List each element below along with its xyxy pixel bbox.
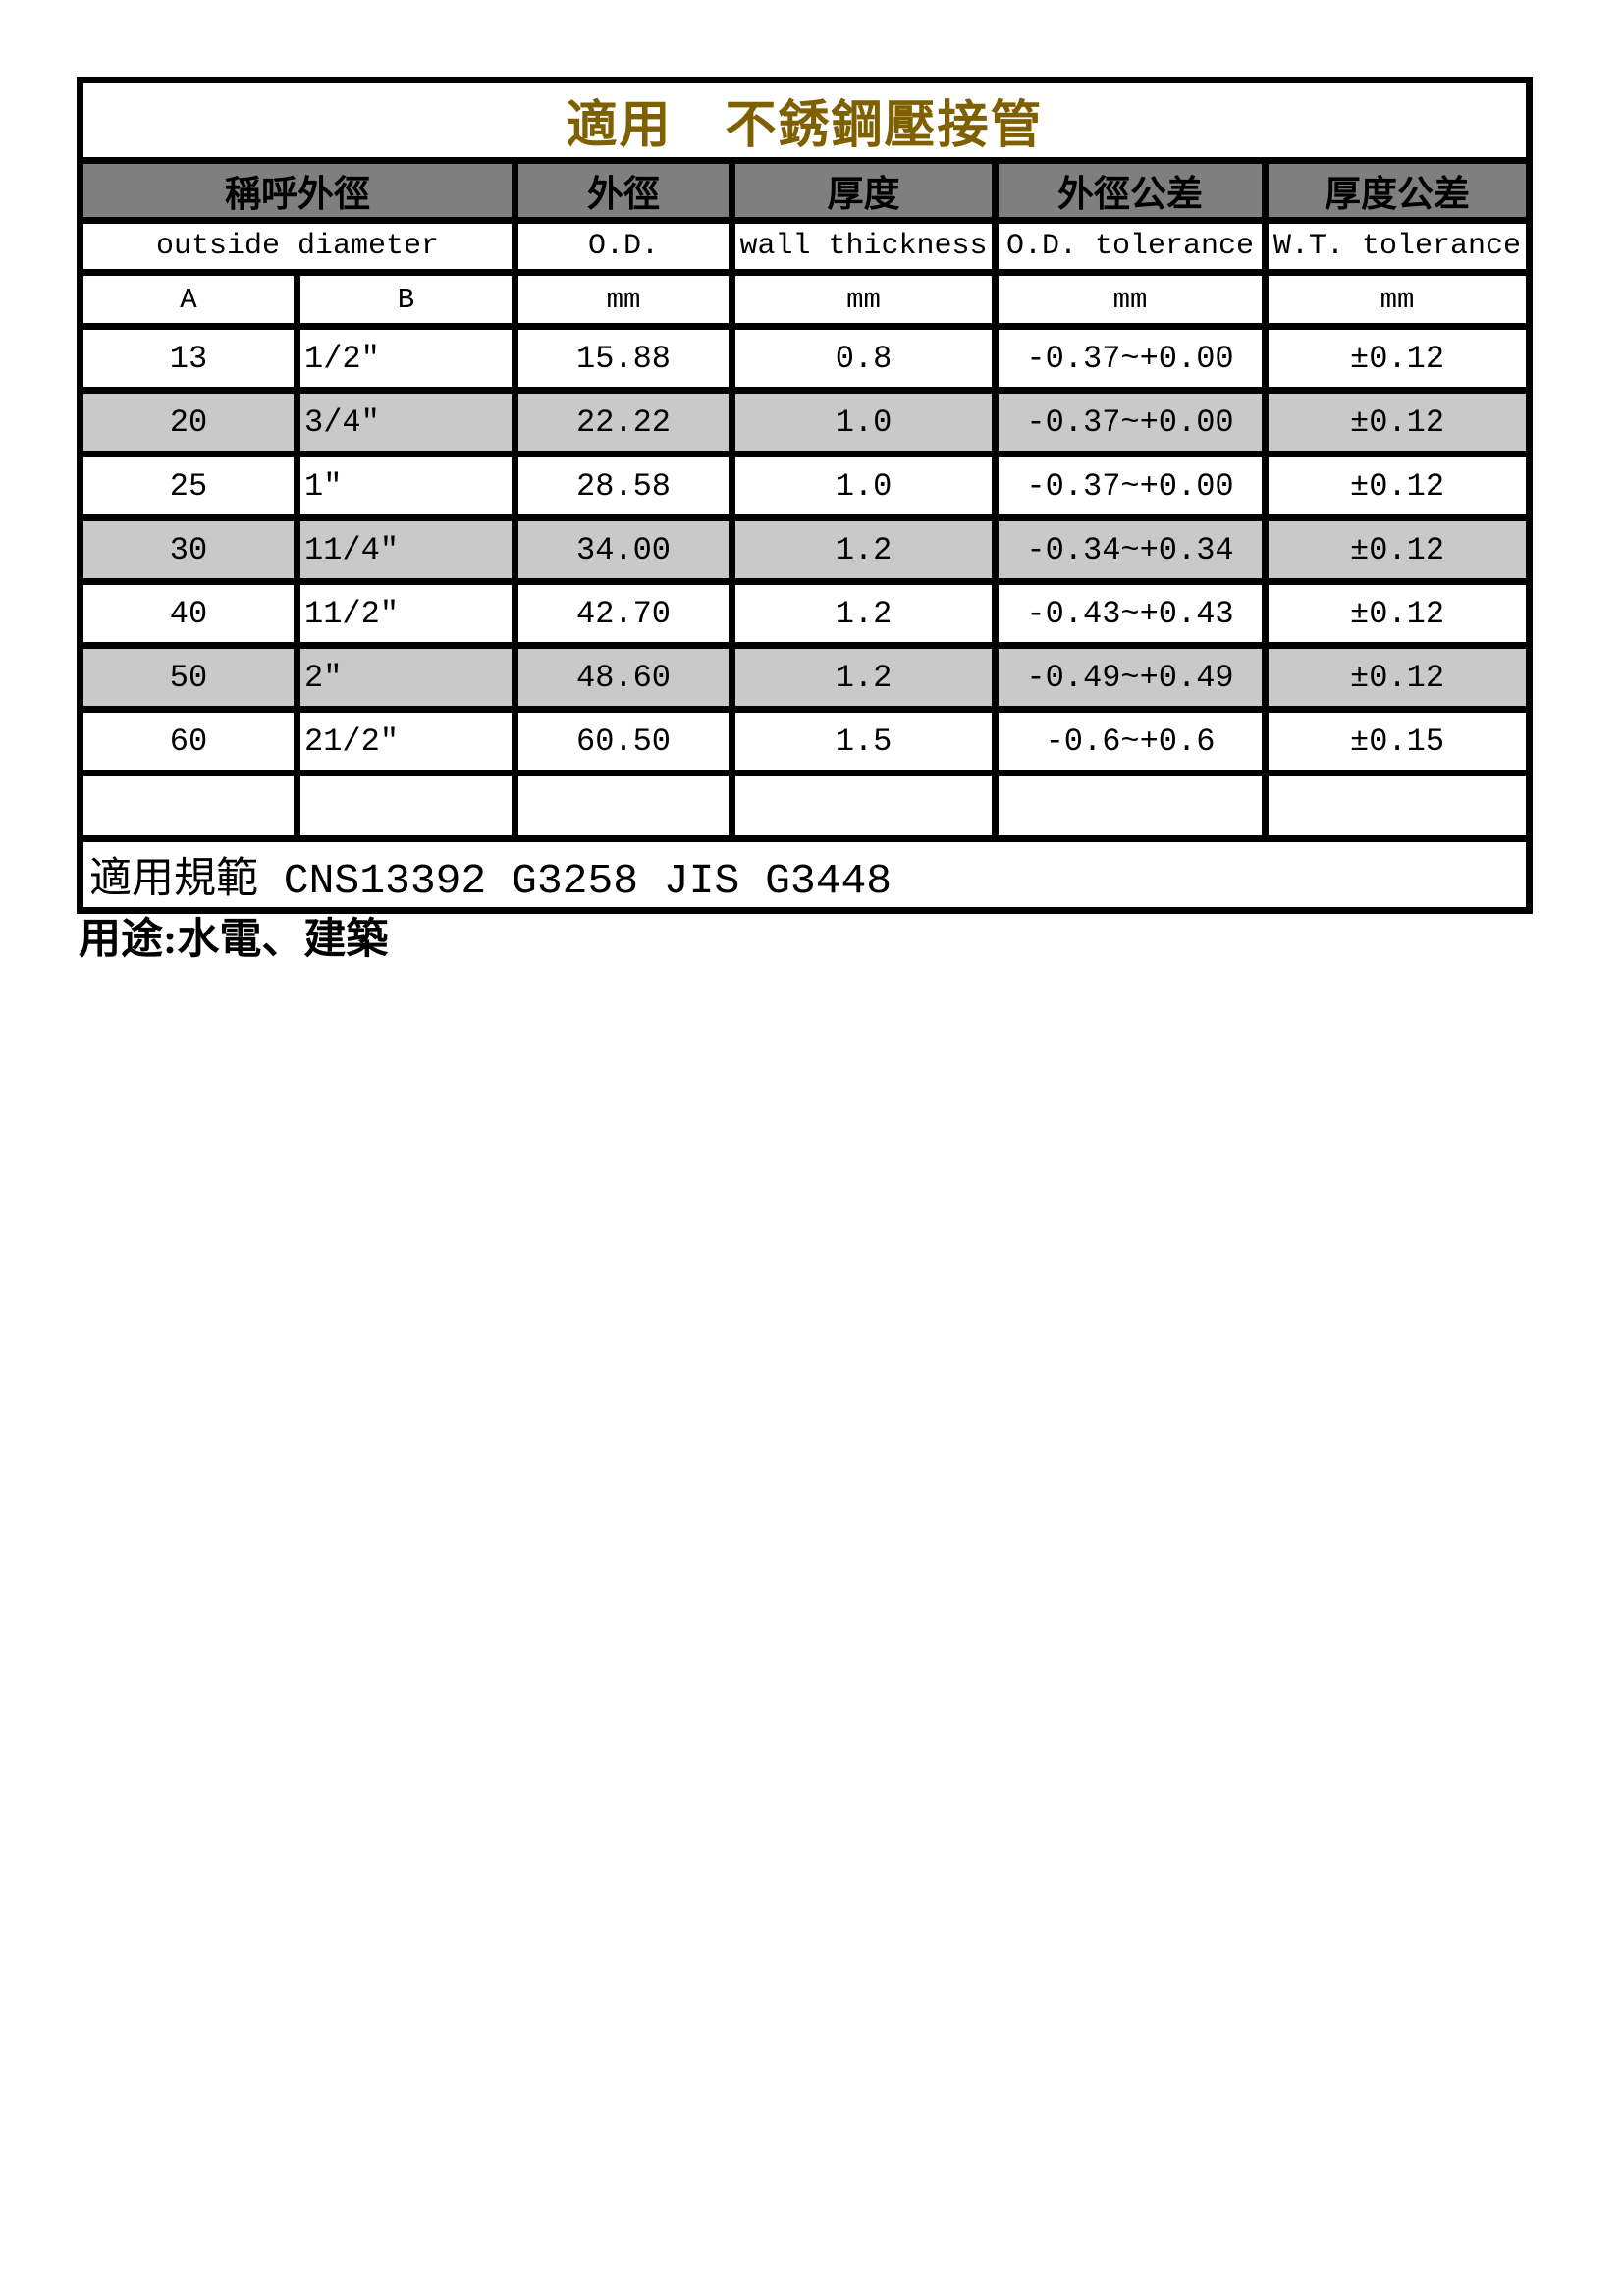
cell-wt: 1.5	[729, 706, 999, 776]
table-row	[77, 770, 1534, 842]
header-cn-od: 外徑	[512, 157, 735, 224]
cell-wt-tol: ±0.12	[1261, 578, 1534, 649]
cell-a: 20	[77, 387, 300, 457]
cell-wt-tol: ±0.15	[1261, 706, 1534, 776]
cell-b: 1/2"	[294, 323, 518, 394]
cell-a: 30	[77, 514, 300, 585]
cell-b: 3/4"	[294, 387, 518, 457]
cell-wt	[729, 770, 999, 842]
table-row: 30 11/4" 34.00 1.2 -0.34~+0.34 ±0.12	[77, 514, 1534, 585]
cell-a: 13	[77, 323, 300, 394]
header-en-od: O.D.	[512, 217, 735, 276]
header-sub-thickness-tol-unit: mm	[1261, 269, 1534, 330]
header-sub-b: B	[294, 269, 518, 330]
cell-od-tol: -0.6~+0.6	[992, 706, 1269, 776]
header-en-nominal-od: outside diameter	[77, 217, 518, 276]
cell-wt: 1.0	[729, 387, 999, 457]
cell-b: 2"	[294, 642, 518, 713]
header-sub-od-unit: mm	[512, 269, 735, 330]
standards-text: 適用規範 CNS13392 G3258 JIS G3448	[76, 835, 1534, 914]
cell-wt-tol: ±0.12	[1261, 451, 1534, 521]
cell-od: 34.00	[512, 514, 735, 585]
header-cn-thickness: 厚度	[729, 157, 999, 224]
table-title: 適用 不銹鋼壓接管	[76, 77, 1534, 164]
cell-od-tol: -0.49~+0.49	[992, 642, 1269, 713]
header-en-thickness-tolerance: W.T. tolerance	[1261, 217, 1534, 276]
table-row: 25 1" 28.58 1.0 -0.37~+0.00 ±0.12	[77, 451, 1534, 521]
cell-od-tol: -0.34~+0.34	[992, 514, 1269, 585]
cell-od: 15.88	[512, 323, 735, 394]
table-row: 50 2" 48.60 1.2 -0.49~+0.49 ±0.12	[77, 642, 1534, 713]
cell-od-tol: -0.43~+0.43	[992, 578, 1269, 649]
cell-a	[77, 770, 300, 842]
cell-od-tol	[992, 770, 1269, 842]
table-row: 20 3/4" 22.22 1.0 -0.37~+0.00 ±0.12	[77, 387, 1534, 457]
header-sub-od-tol-unit: mm	[992, 269, 1269, 330]
header-sub-thickness-unit: mm	[729, 269, 999, 330]
cell-wt: 1.0	[729, 451, 999, 521]
cell-b: 11/4"	[294, 514, 518, 585]
table-row: 60 21/2" 60.50 1.5 -0.6~+0.6 ±0.15	[77, 706, 1534, 776]
table-row: 40 11/2" 42.70 1.2 -0.43~+0.43 ±0.12	[77, 578, 1534, 649]
table-body: 13 1/2" 15.88 0.8 -0.37~+0.00 ±0.12 20 3/4" 22.2…	[77, 323, 1534, 842]
cell-wt: 1.2	[729, 642, 999, 713]
cell-a: 50	[77, 642, 300, 713]
cell-b	[294, 770, 518, 842]
header-en-thickness: wall thickness	[729, 217, 999, 276]
cell-b: 1"	[294, 451, 518, 521]
cell-od: 42.70	[512, 578, 735, 649]
cell-a: 40	[77, 578, 300, 649]
cell-b: 21/2"	[294, 706, 518, 776]
header-cn-od-tolerance: 外徑公差	[992, 157, 1269, 224]
cell-a: 60	[77, 706, 300, 776]
cell-a: 25	[77, 451, 300, 521]
cell-od: 28.58	[512, 451, 735, 521]
cell-od: 48.60	[512, 642, 735, 713]
table-row: 13 1/2" 15.88 0.8 -0.37~+0.00 ±0.12	[77, 323, 1534, 394]
cell-od-tol: -0.37~+0.00	[992, 387, 1269, 457]
standards-row: 適用規範 CNS13392 G3258 JIS G3448	[76, 835, 1534, 914]
cell-od: 60.50	[512, 706, 735, 776]
table-title-row: 適用 不銹鋼壓接管	[76, 77, 1534, 164]
cell-od	[512, 770, 735, 842]
cell-od-tol: -0.37~+0.00	[992, 323, 1269, 394]
pipe-spec-table: 適用 不銹鋼壓接管 稱呼外徑 外徑 厚度 外徑公差 厚度公差 outside d…	[76, 77, 1534, 914]
cell-wt: 1.2	[729, 578, 999, 649]
header-cn-nominal-od: 稱呼外徑	[77, 157, 518, 224]
cell-od-tol: -0.37~+0.00	[992, 451, 1269, 521]
cell-wt-tol: ±0.12	[1261, 642, 1534, 713]
header-en-od-tolerance: O.D. tolerance	[992, 217, 1269, 276]
usage-note: 用途:水電、建築	[79, 917, 389, 963]
cell-od: 22.22	[512, 387, 735, 457]
header-row-english: outside diameter O.D. wall thickness O.D…	[77, 217, 1534, 276]
cell-wt-tol	[1261, 770, 1534, 842]
cell-wt: 1.2	[729, 514, 999, 585]
cell-b: 11/2"	[294, 578, 518, 649]
cell-wt-tol: ±0.12	[1261, 323, 1534, 394]
header-cn-thickness-tolerance: 厚度公差	[1261, 157, 1534, 224]
cell-wt-tol: ±0.12	[1261, 514, 1534, 585]
cell-wt: 0.8	[729, 323, 999, 394]
cell-wt-tol: ±0.12	[1261, 387, 1534, 457]
header-row-chinese: 稱呼外徑 外徑 厚度 外徑公差 厚度公差	[77, 157, 1534, 224]
header-sub-a: A	[77, 269, 300, 330]
header-row-units: A B mm mm mm mm	[77, 269, 1534, 330]
